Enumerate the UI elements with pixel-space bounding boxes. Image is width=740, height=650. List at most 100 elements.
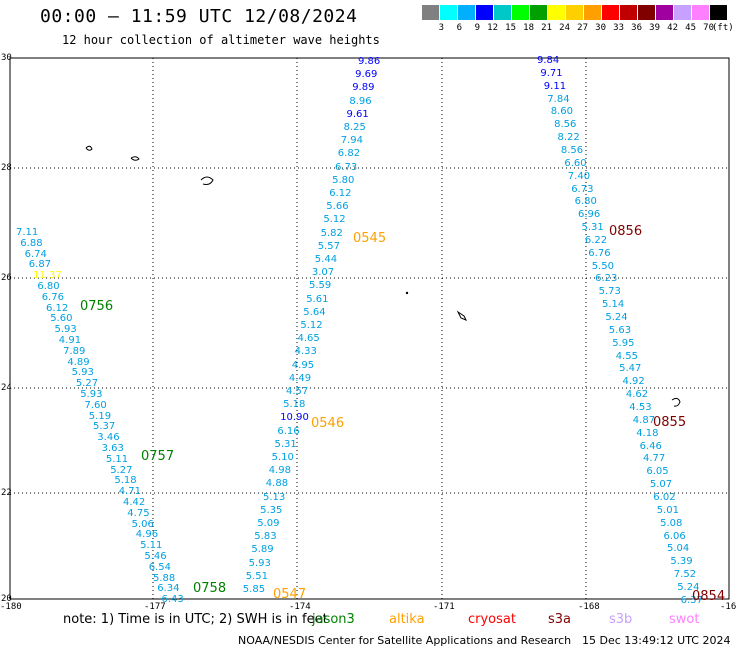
legend-swatch [674,5,691,20]
wave-height-value: 3.46 [97,432,120,444]
wave-height-value: 5.35 [260,504,283,516]
wave-height-value: 5.64 [303,306,326,318]
wave-height-value: 5.83 [254,531,277,543]
wave-height-value: 6.06 [663,530,686,542]
wave-height-value: 4.89 [67,356,90,368]
wave-height-value: 5.27 [75,378,99,390]
wave-height-value: 4.91 [58,335,82,346]
legend-swatch [530,5,547,20]
pass-time-label: 0545 [353,231,387,246]
satellite-name: s3a [548,612,572,627]
wave-height-value: 5.93 [248,557,271,569]
legend-label: (ft) [712,23,734,33]
x-tick-label: -168 [578,602,600,612]
wave-height-value: 5.27 [110,464,133,476]
pass-time-label: 0856 [609,224,643,239]
legend-label: 42 [667,23,678,33]
legend-label: 45 [685,23,696,33]
legend-swatch [440,5,457,20]
wave-height-value: 5.31 [274,438,297,450]
wave-height-value: 5.12 [300,320,323,331]
wave-height-value: 7.94 [340,135,363,147]
x-tick-label: -180 [0,602,22,612]
wave-height-value: 6.22 [584,234,608,246]
wave-height-value: 5.60 [50,313,73,325]
wave-height-value: 4.71 [118,486,141,498]
wave-height-value: 5.08 [660,517,683,529]
wave-height-value: 4.53 [629,401,652,413]
island-outline [85,145,93,151]
y-tick-label: 22 [1,488,12,498]
wave-height-value: 6.12 [46,302,69,314]
island-outline [200,176,214,185]
wave-height-value: 5.61 [306,293,329,305]
wave-height-value: 5.14 [602,299,625,311]
wave-height-value: 9.69 [355,69,378,81]
pass-time-label: 0758 [193,581,227,596]
wave-height-value: 11.37 [33,270,62,282]
credit-line: NOAA/NESDIS Center for Satellite Applica… [238,634,572,647]
y-tick-label: 24 [1,383,12,393]
wave-height-value: 5.10 [271,452,294,463]
x-tick-label: -171 [433,602,455,612]
legend-label: 70 [703,23,714,33]
wave-height-value: 4.92 [622,376,645,388]
wave-height-value: 9.89 [352,82,375,94]
wave-height-value: 5.09 [257,518,280,529]
wave-height-value: 5.44 [314,254,338,265]
wave-height-value: 5.13 [263,491,286,503]
legend-swatch [494,5,511,20]
wave-height-value: 6.76 [588,247,611,259]
y-tick-label: 28 [1,163,12,173]
wave-height-value: 4.49 [288,372,312,384]
wave-height-value: 4.95 [291,359,315,371]
x-tick-label: -177 [144,602,166,612]
wave-height-value: 5.19 [88,410,112,422]
wave-height-value: 6.88 [20,237,43,249]
wave-height-value: 4.18 [636,427,659,439]
wave-height-value: 8.56 [554,119,577,131]
wave-height-value: 4.75 [127,507,150,519]
pass-time-label: 0855 [653,415,687,430]
wave-height-value: 5.51 [245,570,268,582]
wave-height-value: 4.88 [265,478,289,490]
wave-height-value: 5.57 [317,240,340,252]
x-tick-label: -174 [289,602,311,612]
wave-height-value: 7.60 [84,399,107,411]
legend-label: 27 [577,23,588,33]
legend-swatch [584,5,601,20]
pass-time-label: 0546 [311,416,345,431]
wave-height-value: 8.22 [557,132,580,144]
wave-height-value: 6.82 [337,148,361,160]
wave-height-value: 6.80 [37,281,60,292]
wave-height-value: 10.90 [280,412,309,424]
wave-height-value: 6.37 [680,594,703,606]
legend-swatch [512,5,529,20]
legend-swatch [620,5,637,20]
wave-height-value: 5.88 [153,572,176,584]
wave-height-value: 6.23 [595,273,618,285]
wave-height-value: 5.93 [54,324,77,336]
wave-height-value: 3.07 [311,267,335,279]
wave-height-value: 5.47 [619,363,642,375]
wave-height-value: 4.55 [615,350,638,362]
wave-height-value: 4.65 [297,333,320,345]
wave-height-value: 6.16 [277,425,300,437]
wave-height-value: 7.11 [16,227,39,238]
wave-height-value: 4.42 [123,497,146,508]
wave-height-value: 4.98 [268,465,291,477]
wave-height-value: 7.52 [673,569,697,580]
legend-label: 9 [474,23,480,33]
legend-label: 3 [438,23,444,33]
satellite-name: altika [389,612,425,627]
wave-height-value: 5.82 [320,227,343,239]
wave-height-value: 5.93 [80,389,103,400]
legend-swatch [458,5,475,20]
plot-frame [9,57,730,600]
footer-note: note: 1) Time is in UTC; 2) SWH is in fe… [63,612,328,627]
legend-swatch [710,5,727,20]
map-title: 00:00 – 11:59 UTC 12/08/2024 [40,6,358,27]
legend-label: 15 [505,23,516,33]
wave-height-value: 6.73 [571,183,594,195]
